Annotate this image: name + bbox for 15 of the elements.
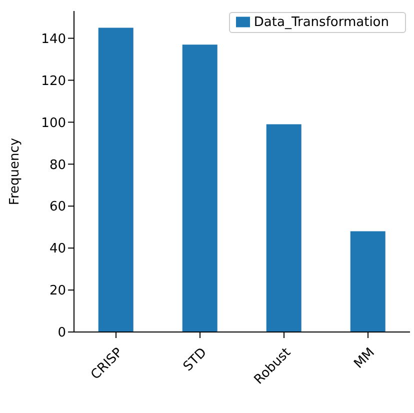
y-tick-label: 20	[49, 284, 66, 299]
y-tick-label: 0	[58, 326, 66, 341]
y-tick-label: 120	[41, 74, 66, 89]
y-tick-label: 140	[41, 32, 66, 47]
bar	[182, 44, 218, 332]
bar	[350, 231, 386, 332]
y-axis-title: Frequency	[8, 138, 23, 206]
y-tick-label: 100	[41, 116, 66, 131]
y-tick-label: 80	[49, 158, 66, 173]
y-tick-label: 40	[49, 242, 66, 257]
bar	[98, 28, 134, 332]
y-tick-label: 60	[49, 200, 66, 215]
x-tick-label: MM	[351, 345, 378, 372]
legend-label: Data_Transformation	[254, 15, 389, 30]
bar	[266, 124, 302, 332]
